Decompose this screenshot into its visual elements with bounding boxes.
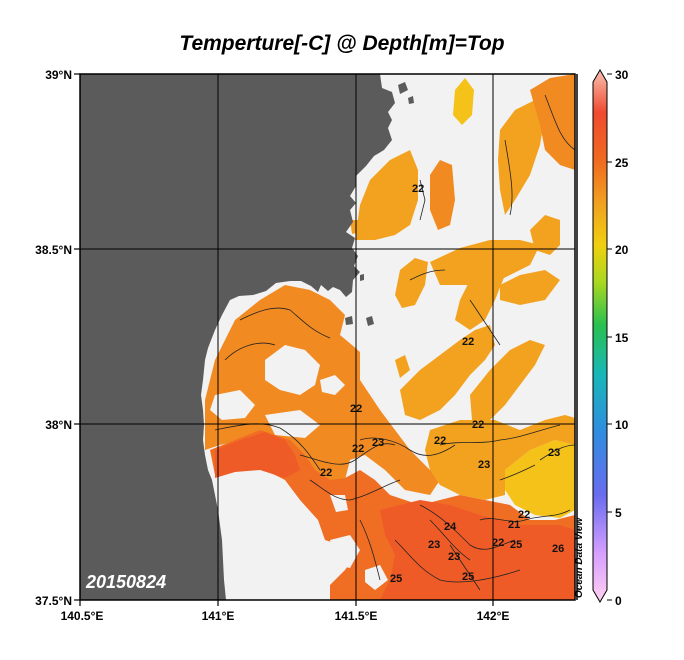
contour-label: 23 bbox=[428, 539, 440, 551]
colorbar-label-15: 15 bbox=[615, 331, 629, 345]
temp-patch-offshore bbox=[395, 355, 410, 378]
colorbar: 30 25 20 15 10 5 0 bbox=[592, 68, 629, 608]
contour-label: 23 bbox=[478, 459, 490, 471]
temp-patch-offshore bbox=[430, 240, 540, 285]
contour-label: 22 bbox=[472, 419, 484, 431]
temp-patch-offshore bbox=[470, 340, 545, 420]
contour-label: 23 bbox=[548, 447, 560, 459]
land-island bbox=[366, 316, 374, 326]
temp-patch-north bbox=[355, 150, 418, 240]
temp-patch-north bbox=[498, 100, 545, 215]
plot-frame bbox=[79, 73, 576, 601]
temp-patch-east-warm bbox=[425, 415, 575, 500]
colorbar-label-30: 30 bbox=[615, 68, 629, 82]
land-island bbox=[360, 274, 364, 281]
contour-label: 22 bbox=[492, 537, 504, 549]
lat-label-39: 39°N bbox=[45, 68, 72, 82]
land-island bbox=[398, 82, 408, 94]
grid-lines bbox=[80, 74, 575, 600]
lon-label-140-5: 140.5°E bbox=[61, 609, 104, 623]
contour-label: 25 bbox=[390, 573, 402, 585]
temp-patch-offshore bbox=[395, 258, 428, 308]
contour-label: 22 bbox=[434, 435, 446, 447]
lon-label-141-5: 141.5°E bbox=[335, 609, 378, 623]
no-data-hole bbox=[365, 565, 388, 590]
lat-label-38: 38°N bbox=[45, 418, 72, 432]
temp-patch-coastal bbox=[205, 285, 440, 515]
land-mass bbox=[80, 74, 395, 600]
colorbar-label-20: 20 bbox=[615, 243, 629, 257]
contour-label: 22 bbox=[518, 509, 530, 521]
lat-label-37-5: 37.5°N bbox=[35, 594, 72, 608]
temp-patch-offshore bbox=[400, 325, 495, 420]
temp-patch-west-hot bbox=[215, 432, 300, 478]
contour-label: 21 bbox=[508, 519, 520, 531]
map-area: 22 22 22 22 23 22 23 22 22 23 22 21 22 2… bbox=[80, 74, 575, 600]
contour-label-layer: 22 22 22 22 23 22 23 22 22 23 22 21 22 2… bbox=[320, 183, 564, 585]
contour-label: 22 bbox=[350, 403, 362, 415]
temp-patch-north-warm bbox=[530, 74, 575, 170]
colorbar-ticks bbox=[607, 73, 612, 601]
temp-patch-yellow-east bbox=[505, 440, 575, 518]
contour-label: 22 bbox=[320, 467, 332, 479]
colorbar-label-0: 0 bbox=[615, 594, 622, 608]
ocean-data-view-watermark: Ocean Data View bbox=[574, 517, 585, 598]
land-island bbox=[382, 118, 388, 126]
lat-label-38-5: 38.5°N bbox=[35, 243, 72, 257]
tick-marks bbox=[74, 73, 494, 606]
contour-label: 25 bbox=[510, 539, 522, 551]
temp-patch-north bbox=[453, 78, 474, 125]
land-island bbox=[408, 96, 414, 104]
colorbar-label-25: 25 bbox=[615, 156, 629, 170]
colorbar-label-5: 5 bbox=[615, 506, 622, 520]
contour-label: 22 bbox=[352, 443, 364, 455]
temp-patch-south-hot bbox=[380, 500, 575, 600]
lon-label-142: 142°E bbox=[477, 609, 510, 623]
lon-label-141: 141°E bbox=[202, 609, 235, 623]
temperature-field bbox=[205, 74, 575, 600]
contour-label: 23 bbox=[372, 437, 384, 449]
temp-patch-offshore bbox=[530, 215, 560, 255]
no-data-hole bbox=[320, 375, 345, 395]
no-data-hole bbox=[210, 390, 255, 420]
contour-label: 22 bbox=[462, 336, 474, 348]
contour-label: 25 bbox=[462, 571, 474, 583]
no-data-hole bbox=[330, 535, 360, 568]
contour-label: 24 bbox=[444, 521, 457, 533]
contour-label: 22 bbox=[412, 183, 424, 195]
contour-label: 26 bbox=[552, 543, 564, 555]
no-data-hole bbox=[265, 345, 320, 395]
temp-patch-north bbox=[430, 160, 455, 230]
contour-lines bbox=[214, 94, 575, 591]
colorbar-label-10: 10 bbox=[615, 418, 629, 432]
temp-patch-offshore bbox=[500, 270, 560, 305]
land-island bbox=[345, 316, 353, 325]
colorbar-body bbox=[592, 69, 608, 603]
map-title: Temperture[-C] @ Depth[m]=Top bbox=[179, 32, 505, 55]
contour-label: 23 bbox=[448, 551, 460, 563]
date-stamp: 20150824 bbox=[86, 572, 167, 592]
